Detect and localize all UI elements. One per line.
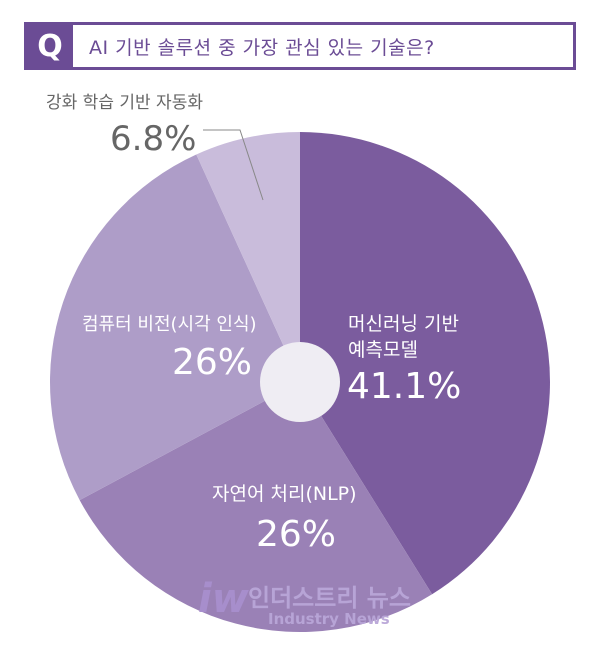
slice-label-nlp: 자연어 처리(NLP) [212, 483, 357, 505]
pie-slice-machine-learning [300, 132, 551, 595]
watermark-logo: iw [198, 576, 250, 622]
question-badge: Q [27, 25, 73, 67]
question-text: AI 기반 솔루션 중 가장 관심 있는 기술은? [89, 36, 435, 59]
slice-value-machine-learning: 41.1% [347, 366, 461, 407]
pie-slices [49, 132, 551, 632]
slice-value-computer-vision: 26% [172, 342, 252, 383]
slice-label-computer-vision: 컴퓨터 비전(시각 인식) [82, 314, 257, 335]
pie-center-hole [260, 342, 340, 422]
pie-slice-computer-vision [49, 154, 300, 501]
slice-value-nlp: 26% [256, 514, 336, 555]
slice-label-machine-learning-line2: 예측모델 [348, 339, 418, 361]
slice-label-reinforcement-learning: 강화 학습 기반 자동화 [46, 93, 203, 113]
leader-line [203, 129, 264, 201]
watermark-name-en: Industry News [268, 610, 390, 628]
slice-label-machine-learning-line1: 머신러닝 기반 [348, 313, 459, 335]
slice-value-reinforcement-learning: 6.8% [110, 119, 196, 159]
pie-slice-reinforcement-learning [196, 132, 300, 382]
watermark: iw 인더스트리 뉴스 Industry News [198, 576, 411, 628]
pie-slice-nlp [79, 382, 433, 632]
watermark-name-ko: 인더스트리 뉴스 [248, 584, 411, 612]
question-bar: Q AI 기반 솔루션 중 가장 관심 있는 기술은? [24, 22, 576, 70]
